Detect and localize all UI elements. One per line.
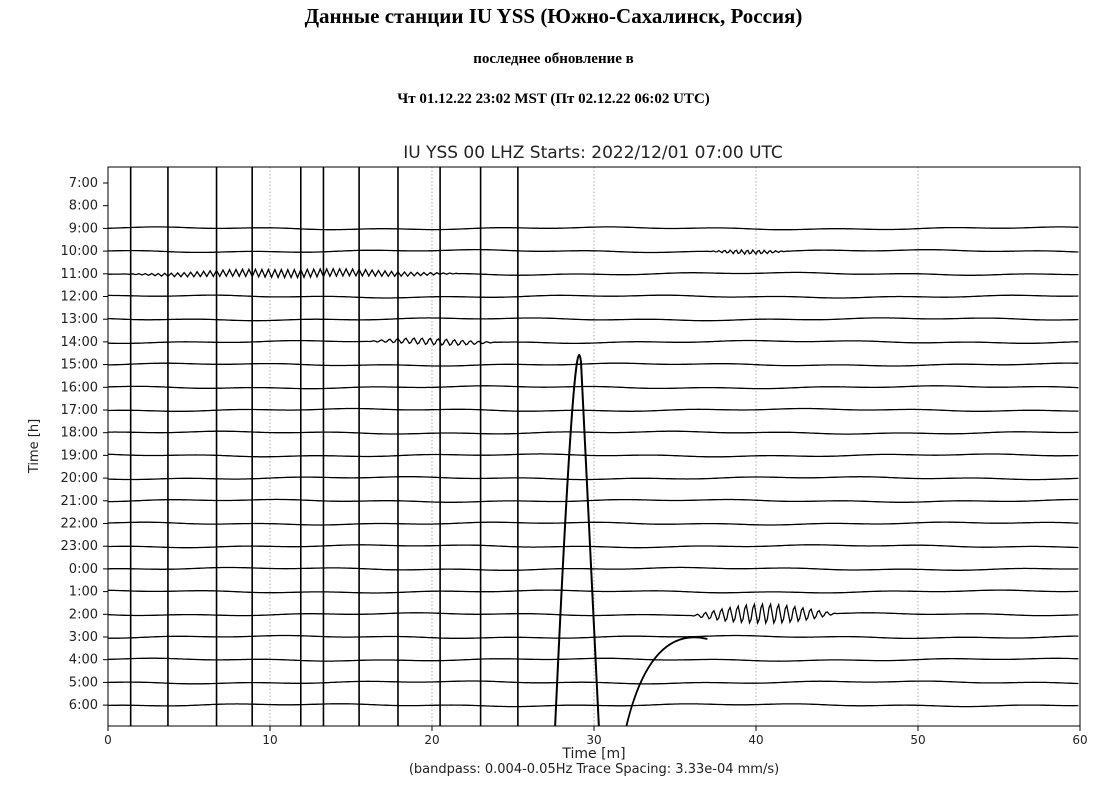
y-tick-label: 8:00: [69, 199, 98, 214]
x-tick-label: 60: [1072, 733, 1087, 747]
trace-line: [108, 498, 1079, 503]
trace-line: [108, 337, 1079, 347]
trace-line: [108, 703, 1079, 708]
y-tick-label: 1:00: [69, 585, 98, 600]
trace-line: [108, 294, 1079, 299]
y-tick-label: 17:00: [61, 403, 98, 418]
trace-line: [108, 267, 1079, 280]
x-tick-label: 10: [262, 733, 277, 747]
update-label: последнее обновление в: [473, 51, 634, 67]
y-tick-label: 7:00: [69, 176, 98, 191]
trace-line: [108, 544, 1079, 549]
x-axis: 0 10 20 30 40 50 60: [104, 726, 1088, 747]
trace-line: [108, 521, 1079, 526]
y-tick-label: 6:00: [69, 698, 98, 713]
x-axis-label: Time [m]: [561, 746, 625, 762]
large-wave-1: [554, 354, 600, 727]
y-tick-label: 0:00: [69, 562, 98, 577]
y-tick-label: 4:00: [69, 653, 98, 668]
x-tick-label: 50: [910, 733, 925, 747]
y-tick-label: 20:00: [61, 471, 98, 486]
chart-title: IU YSS 00 LHZ Starts: 2022/12/01 07:00 U…: [403, 143, 783, 163]
y-tick-label: 18:00: [61, 426, 98, 441]
trace-line: [108, 248, 1079, 256]
y-tick-label: 5:00: [69, 675, 98, 690]
trace-line: [107, 385, 1079, 390]
trace-line: [107, 317, 1079, 322]
y-tick-label: 23:00: [61, 539, 98, 554]
trace-line: [108, 634, 1079, 640]
y-tick-label: 22:00: [61, 517, 98, 532]
spike-group: [129, 167, 708, 727]
trace-line: [108, 453, 1079, 458]
y-axis-label: Time [h]: [27, 419, 42, 474]
y-tick-label: 10:00: [61, 244, 98, 259]
y-tick-label: 2:00: [69, 607, 98, 622]
y-tick-label: 16:00: [61, 380, 98, 395]
y-axis: 7:00 8:00 9:00 10:00 11:00 12:00 13:00 14:00 15:…: [61, 176, 108, 713]
x-tick-label: 40: [748, 733, 763, 747]
trace-line: [107, 476, 1079, 481]
y-tick-label: 15:00: [61, 358, 98, 373]
trace-group: [107, 226, 1079, 708]
y-tick-label: 11:00: [61, 267, 98, 282]
trace-line: [108, 362, 1079, 367]
y-tick-label: 21:00: [61, 494, 98, 509]
trace-line: [107, 226, 1079, 231]
page-title: Данные станции IU YSS (Южно-Сахалинск, Р…: [304, 4, 803, 28]
trace-line: [108, 566, 1079, 571]
y-tick-label: 12:00: [61, 290, 98, 305]
y-tick-label: 3:00: [69, 630, 98, 645]
update-timestamp: Чт 01.12.22 23:02 MST (Пт 02.12.22 06:02…: [397, 91, 710, 107]
trace-line: [108, 407, 1079, 412]
x-tick-label: 0: [104, 733, 112, 747]
chart-footnote: (bandpass: 0.004-0.05Hz Trace Spacing: 3…: [409, 762, 779, 777]
y-tick-label: 14:00: [61, 335, 98, 350]
trace-line: [108, 680, 1079, 685]
y-tick-label: 9:00: [69, 221, 98, 236]
trace-line: [107, 657, 1079, 662]
trace-line: [108, 430, 1079, 435]
large-wave-2: [625, 636, 708, 727]
y-tick-label: 19:00: [61, 448, 98, 463]
x-tick-label: 20: [424, 733, 439, 747]
x-tick-label: 30: [586, 733, 601, 747]
y-tick-label: 13:00: [61, 312, 98, 327]
